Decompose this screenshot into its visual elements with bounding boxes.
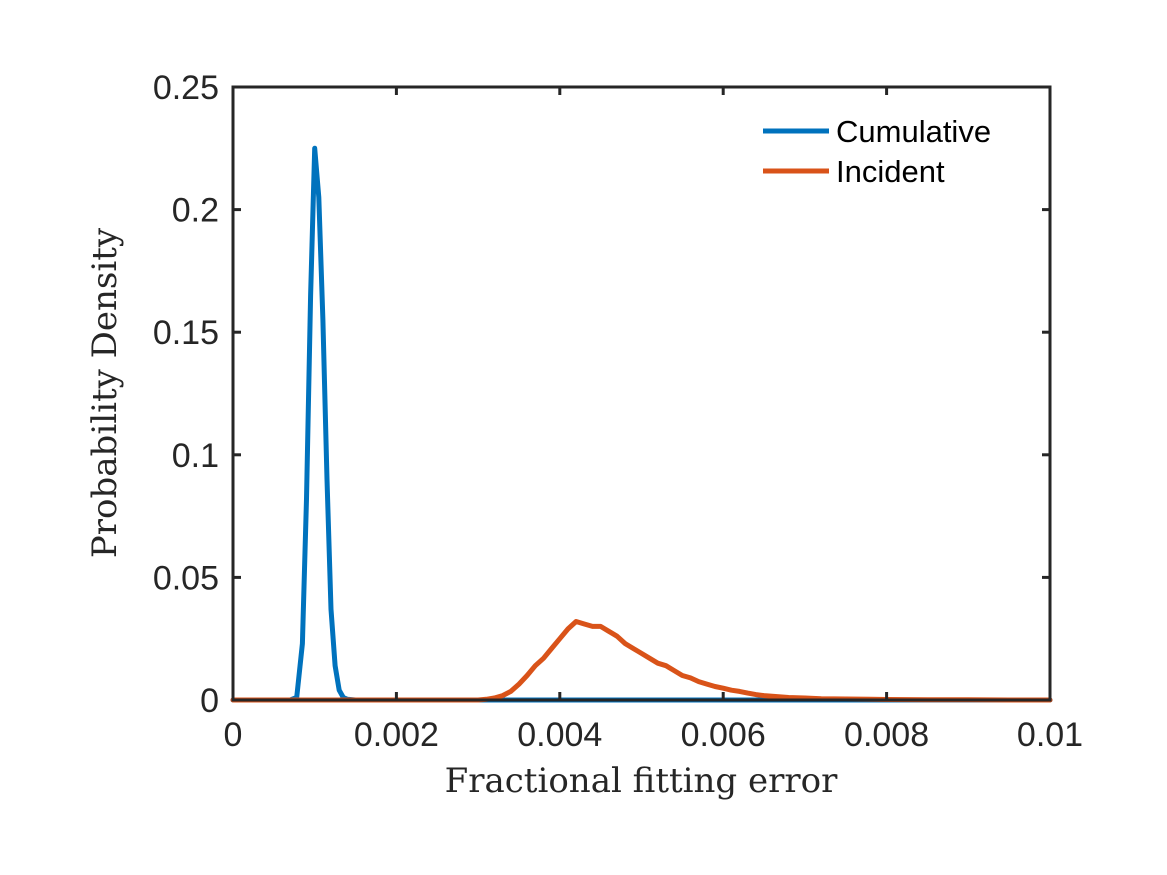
y-tick-label: 0.15 xyxy=(153,314,219,352)
series-layer xyxy=(230,145,1053,703)
y-tick-label: 0.1 xyxy=(172,437,219,475)
x-tick-label: 0.01 xyxy=(1017,716,1083,754)
y-tick-label: 0.2 xyxy=(172,192,219,230)
y-axis-title: Probability Density xyxy=(85,227,125,558)
x-tick-label: 0.004 xyxy=(517,716,602,754)
y-tick-label: 0 xyxy=(200,682,219,720)
x-axis-title: Fractional fitting error xyxy=(445,761,838,801)
x-tick-label: 0.006 xyxy=(681,716,766,754)
series-line-incident xyxy=(230,619,1053,703)
series-line-cumulative xyxy=(230,145,1053,703)
x-tick-label: 0 xyxy=(224,716,243,754)
ticks-layer: 0 0.002 0.004 0.006 0.008 0.01 0 0.05 0.1 0.15 0.2… xyxy=(153,69,1083,754)
plot-frame xyxy=(231,85,1052,702)
x-tick-label: 0.008 xyxy=(844,716,929,754)
y-tick-label: 0.25 xyxy=(153,69,219,107)
y-tick-label: 0.05 xyxy=(153,559,219,597)
x-tick-label: 0.002 xyxy=(354,716,439,754)
legend-label-cumulative: Cumulative xyxy=(836,114,991,149)
legend-label-incident: Incident xyxy=(836,154,945,189)
legend: Cumulative Incident xyxy=(763,114,991,189)
